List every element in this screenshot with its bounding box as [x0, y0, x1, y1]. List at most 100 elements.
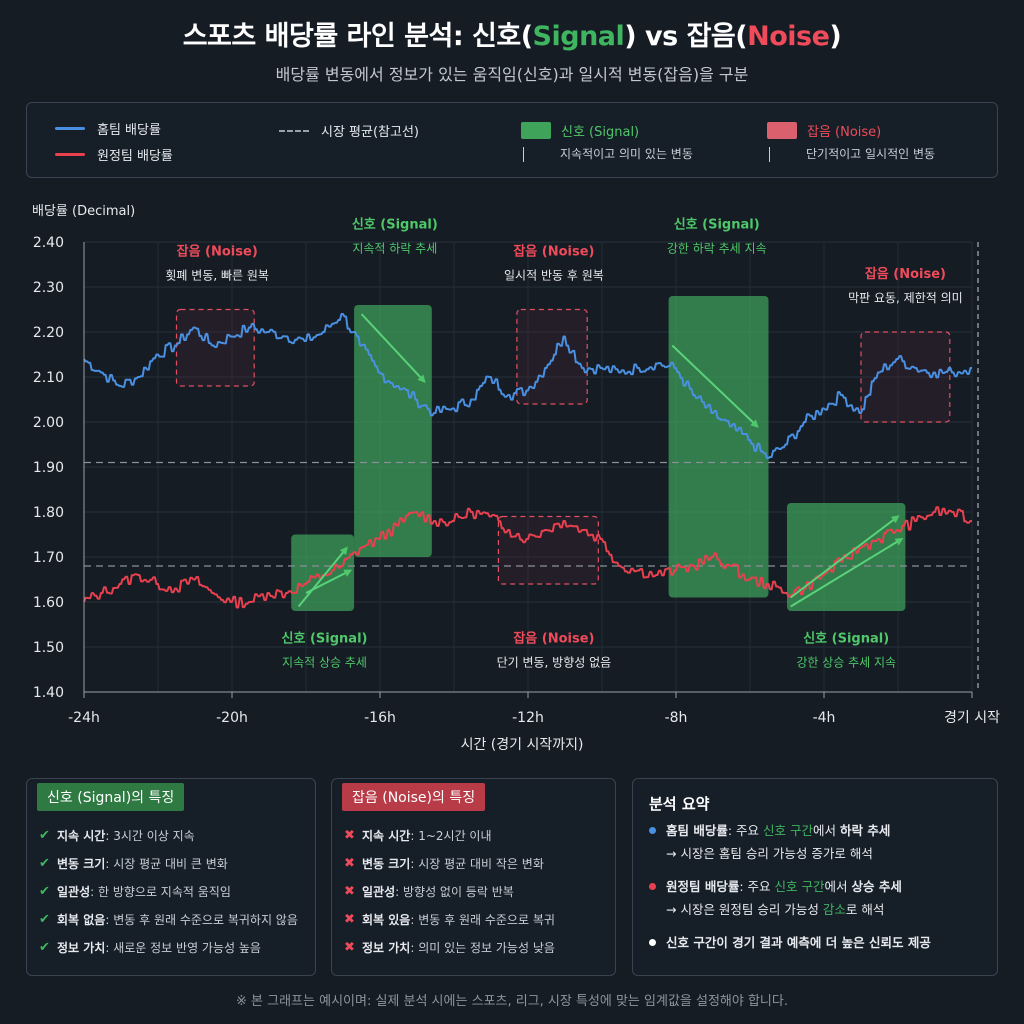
- check-icon: ✔: [39, 855, 50, 871]
- away-dot-icon: [649, 883, 656, 890]
- noise-label: 잡음 (Noise): [177, 244, 258, 260]
- signal-label: 신호 (Signal): [282, 632, 368, 647]
- summary-home-interpretation: → 시장은 홈팀 승리 가능성 증가로 해석: [666, 846, 873, 861]
- legend-noise: 잡음 (Noise): [767, 121, 881, 140]
- x-tick-label: 경기 시작: [944, 710, 1000, 726]
- signal-region: [668, 296, 769, 598]
- noise-list: ✖ 지속 시간: 1~2시간 이내 ✖ 변동 크기: 시장 평균 대비 작은 변화 ✖ 일…: [344, 821, 555, 961]
- legend-noise-desc: 단기적이고 일시적인 변동: [769, 147, 935, 162]
- signal-desc: 지속적 상승 추세: [282, 656, 367, 670]
- y-tick-label: 2.10: [33, 370, 64, 386]
- list-item: ✖ 변동 크기: 시장 평균 대비 작은 변화: [344, 855, 544, 871]
- x-tick-label: -4h: [813, 710, 836, 726]
- signal-region: [354, 305, 432, 557]
- legend-signal-desc: 지속적이고 의미 있는 변동: [523, 147, 693, 162]
- y-tick-label: 1.60: [33, 595, 64, 611]
- cross-icon: ✖: [344, 827, 355, 843]
- legend-away-label: 원정팀 배당률: [97, 149, 173, 164]
- check-icon: ✔: [39, 911, 50, 927]
- title-noise-word: Noise: [747, 21, 830, 52]
- y-tick-label: 2.40: [33, 235, 64, 251]
- x-axis-label: 시간 (경기 시작까지): [461, 737, 584, 753]
- page-title: 스포츠 배당률 라인 분석: 신호(Signal) vs 잡음(Noise): [182, 21, 842, 52]
- cross-icon: ✖: [344, 855, 355, 871]
- y-tick-label: 1.90: [33, 460, 64, 476]
- legend-signal: 신호 (Signal): [521, 121, 639, 140]
- signal-characteristics-panel: 신호 (Signal)의 특징 ✔ 지속 시간: 3시간 이상 지속 ✔ 변동 크기:…: [26, 778, 316, 976]
- legend-avg-label: 시장 평균(참고선): [321, 125, 419, 140]
- signal-desc: 지속적 하락 추세: [352, 242, 437, 256]
- list-item: ✖ 지속 시간: 1~2시간 이내: [344, 827, 492, 843]
- home-line-swatch: [55, 127, 85, 130]
- trend-arrow: [790, 515, 900, 599]
- y-tick-label: 1.50: [33, 640, 64, 656]
- legend-away: 원정팀 배당률: [55, 145, 173, 164]
- conclusion-dot-icon: [649, 939, 656, 946]
- legend-home: 홈팀 배당률: [55, 119, 161, 138]
- y-tick-label: 2.30: [33, 280, 64, 296]
- legend-signal-label: 신호 (Signal): [561, 125, 640, 140]
- page-subtitle: 배당률 변동에서 정보가 있는 움직임(신호)과 일시적 변동(잡음)을 구분: [275, 65, 749, 84]
- summary-away: 원정팀 배당률: 주요 신호 구간에서 상승 추세 → 시장은 원정팀 승리 가…: [649, 875, 902, 921]
- y-tick-label: 1.40: [33, 685, 64, 701]
- summary-conclusion: 신호 구간이 경기 결과 예측에 더 높은 신뢰도 제공: [649, 931, 931, 954]
- avg-dash-swatch: [279, 129, 309, 132]
- header: 스포츠 배당률 라인 분석: 신호(Signal) vs 잡음(Noise) 배…: [0, 14, 1024, 85]
- noise-swatch: [767, 122, 797, 139]
- signal-label: 신호 (Signal): [352, 218, 438, 233]
- series-lines: [83, 313, 972, 609]
- y-tick-label: 1.70: [33, 550, 64, 566]
- check-icon: ✔: [39, 883, 50, 899]
- check-icon: ✔: [39, 939, 50, 955]
- noise-region: [516, 308, 588, 405]
- summary-home: 홈팀 배당률: 주요 신호 구간에서 하락 추세 → 시장은 홈팀 승리 가능성…: [649, 819, 890, 865]
- cross-icon: ✖: [344, 911, 355, 927]
- x-tick-label: -24h: [68, 710, 100, 726]
- y-axis-label: 배당률 (Decimal): [32, 204, 135, 219]
- away-line-swatch: [55, 153, 85, 156]
- noise-label: 잡음 (Noise): [513, 244, 594, 260]
- list-item: ✖ 정보 가치: 의미 있는 정보 가능성 낮음: [344, 939, 555, 955]
- away-odds-line: [83, 506, 972, 609]
- summary-panel: 분석 요약 홈팀 배당률: 주요 신호 구간에서 하락 추세 → 시장은 홈팀 …: [632, 778, 998, 976]
- noise-label: 잡음 (Noise): [865, 266, 946, 282]
- home-odds-line: [83, 313, 972, 459]
- cross-icon: ✖: [344, 939, 355, 955]
- x-tick-label: -12h: [512, 710, 544, 726]
- legend-home-label: 홈팀 배당률: [97, 123, 161, 138]
- x-tick-label: -8h: [665, 710, 688, 726]
- odds-line-chart: 1.40 1.50 1.60 1.70 1.80 1.90 2.00 2.10 2.20 2.30…: [32, 204, 1000, 753]
- list-item: ✔ 일관성: 한 방향으로 지속적 움직임: [39, 883, 231, 899]
- noise-desc: 막판 요동, 제한적 의미: [848, 291, 963, 305]
- list-item: ✖ 일관성: 방향성 없이 등락 반복: [344, 883, 514, 899]
- home-dot-icon: [649, 827, 656, 834]
- noise-desc: 단기 변동, 방향성 없음: [497, 656, 612, 670]
- axes: 1.40 1.50 1.60 1.70 1.80 1.90 2.00 2.10 2.20 2.30…: [33, 235, 1000, 726]
- trend-arrow: [790, 537, 904, 608]
- x-tick-label: -16h: [364, 710, 396, 726]
- trend-arrow: [360, 313, 426, 383]
- signal-desc: 강한 하락 추세 지속: [667, 242, 767, 256]
- signal-panel-tag: 신호 (Signal)의 특징: [37, 783, 185, 811]
- cross-icon: ✖: [344, 883, 355, 899]
- trend-arrow: [671, 344, 759, 428]
- noise-region: [860, 331, 951, 423]
- y-tick-label: 1.80: [33, 505, 64, 521]
- noise-panel-tag: 잡음 (Noise)의 특징: [342, 783, 486, 811]
- footnote: ※ 본 그래프는 예시이며: 실제 분석 시에는 스포츠, 리그, 시장 특성에…: [236, 994, 788, 1009]
- check-icon: ✔: [39, 827, 50, 843]
- chart-legend: 홈팀 배당률 원정팀 배당률 시장 평균(참고선) 신호 (Signal) 지속…: [26, 102, 998, 178]
- signal-label: 신호 (Signal): [674, 218, 760, 233]
- list-item: ✔ 정보 가치: 새로운 정보 반영 가능성 높음: [39, 939, 261, 955]
- list-item: ✔ 변동 크기: 시장 평균 대비 큰 변화: [39, 855, 228, 871]
- legend-noise-label: 잡음 (Noise): [807, 125, 882, 140]
- noise-characteristics-panel: 잡음 (Noise)의 특징 ✖ 지속 시간: 1~2시간 이내 ✖ 변동 크기: 시…: [331, 778, 616, 976]
- signal-swatch: [521, 122, 551, 139]
- title-signal-word: Signal: [532, 21, 625, 52]
- summary-title: 분석 요약: [649, 795, 710, 813]
- list-item: ✔ 회복 없음: 변동 후 원래 수준으로 복귀하지 않음: [39, 911, 298, 927]
- x-tick-label: -20h: [216, 710, 248, 726]
- trend-arrow: [297, 546, 348, 608]
- list-item: ✖ 회복 있음: 변동 후 원래 수준으로 복귀: [344, 911, 555, 927]
